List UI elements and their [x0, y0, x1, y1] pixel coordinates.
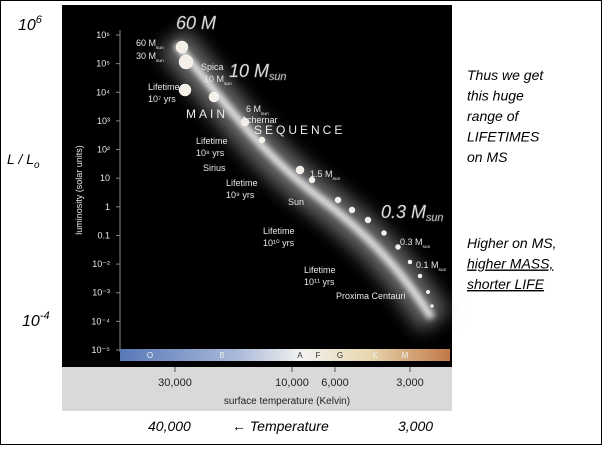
mass-callout: 60 M — [176, 13, 216, 33]
lifetime-label: Lifetime — [263, 226, 295, 236]
slide: luminosity (solar units) surface tempera… — [0, 0, 602, 445]
note-line: shorter LIFE — [467, 276, 545, 292]
spectral-class: F — [316, 351, 321, 360]
temp-right: 3,000 — [398, 418, 433, 434]
mass-subscript: sun — [423, 245, 431, 250]
y-tick-label: 10⁻² — [92, 259, 110, 269]
lifetime-label: Lifetime — [196, 136, 228, 146]
mass-subscript: sun — [439, 268, 447, 273]
temp-label: ← Temperature — [232, 418, 329, 434]
mass-subscript: sun — [333, 177, 341, 182]
mass-subscript: sun — [269, 71, 286, 83]
star-dot — [179, 84, 191, 96]
y-tick-label: 10⁶ — [96, 30, 110, 40]
mass-text: 30 M — [136, 51, 156, 61]
star-dot — [408, 260, 412, 264]
star-dot — [382, 231, 387, 236]
note-line: on MS — [467, 149, 508, 165]
star-dot — [431, 305, 434, 308]
spectral-class: O — [147, 351, 153, 360]
star-name: Proxima Centauri — [336, 291, 406, 301]
sequence-label: SEQUENCE — [254, 123, 345, 137]
base: L / L — [7, 151, 34, 167]
star-name: Spica — [201, 62, 224, 72]
y-tick-label: 10⁴ — [96, 87, 110, 97]
x-tick-label: 3,000 — [396, 377, 424, 389]
note-line: Thus we get — [467, 67, 544, 83]
mass-text: 6 M — [246, 104, 261, 114]
star-name: Sun — [288, 197, 304, 207]
star-name: Achernar — [241, 115, 278, 125]
lifetime-label: 10¹¹ yrs — [304, 277, 335, 287]
y-tick-label: 1 — [105, 202, 110, 212]
note-line: this huge — [467, 88, 524, 104]
star-dot — [335, 197, 341, 203]
y-tick-label: 10⁻⁵ — [92, 345, 111, 355]
mass-subscript: sun — [224, 82, 232, 87]
lifetime-label: Lifetime — [148, 82, 180, 92]
star-dot — [426, 290, 430, 294]
x-tick-label: 30,000 — [158, 377, 192, 389]
temp-left: 40,000 — [148, 418, 191, 434]
note-line: LIFETIMES — [467, 129, 540, 145]
sequence-label: MAIN — [186, 107, 228, 121]
exponent: -4 — [40, 310, 50, 322]
star-dot — [418, 274, 422, 278]
subscript: o — [34, 160, 40, 171]
note-line: higher MASS, — [467, 256, 553, 272]
spectral-class: G — [337, 351, 343, 360]
y-tick-label: 10⁻³ — [92, 288, 110, 298]
note-line: range of — [467, 108, 520, 124]
mass-subscript: sun — [261, 112, 269, 117]
spectral-class: K — [372, 351, 378, 360]
mass-text: 1.5 M — [310, 169, 333, 179]
mass-text: 0.3 M — [381, 202, 426, 222]
y-tick-label: 0.1 — [97, 230, 110, 240]
star-dot — [179, 55, 193, 69]
star-dot — [209, 92, 219, 102]
lifetime-label: Lifetime — [226, 178, 258, 188]
mass-text: 0.3 M — [400, 237, 423, 247]
x-tick-label: 10,000 — [275, 377, 309, 389]
mass-text: 0.1 M — [416, 260, 439, 270]
mass-text: 10 M — [204, 74, 224, 84]
mass-text: 60 M — [136, 38, 156, 48]
lifetime-label: 10¹⁰ yrs — [263, 238, 295, 248]
base: 10 — [22, 313, 40, 330]
star-dot — [349, 207, 355, 213]
spectral-band — [120, 349, 450, 361]
star-name: Sirius — [203, 163, 226, 173]
mass-text: 60 M — [176, 13, 216, 33]
x-tick-label: 6,000 — [321, 377, 349, 389]
base: 10 — [18, 17, 36, 34]
mass-subscript: sun — [426, 212, 443, 224]
exponent: 6 — [36, 14, 43, 26]
y-tick-label: 10³ — [97, 116, 110, 126]
mass-subscript: sun — [156, 59, 164, 64]
star-dot — [296, 166, 304, 174]
lifetime-label: 10⁷ yrs — [148, 94, 176, 104]
star-dot — [259, 137, 265, 143]
star-dot — [176, 41, 188, 53]
spectral-class: A — [297, 351, 303, 360]
lifetime-label: Lifetime — [304, 265, 336, 275]
lifetime-label: 10⁹ yrs — [226, 190, 255, 200]
lifetime-label: 10⁸ yrs — [196, 148, 225, 158]
star-dot — [365, 217, 371, 223]
y-axis-title: luminosity (solar units) — [74, 145, 84, 235]
y-tick-label: 10⁵ — [96, 59, 110, 69]
y-tick-label: 10² — [97, 145, 110, 155]
y-tick-label: 10 — [100, 173, 110, 183]
note-line: Higher on MS, — [467, 235, 556, 251]
x-axis-title: surface temperature (Kelvin) — [224, 396, 350, 407]
mass-subscript: sun — [156, 46, 164, 51]
y-tick-label: 10⁻⁴ — [91, 316, 110, 326]
spectral-class: B — [219, 351, 224, 360]
mass-text: 10 M — [229, 61, 269, 81]
spectral-class: M — [402, 351, 409, 360]
